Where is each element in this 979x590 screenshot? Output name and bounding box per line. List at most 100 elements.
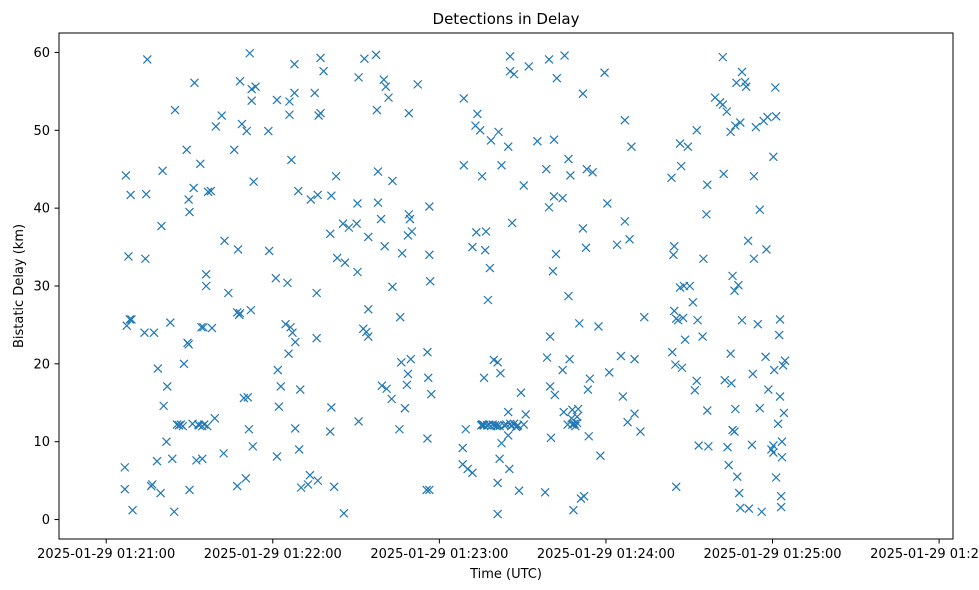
data-point [569,419,579,429]
data-point [503,431,513,440]
data-point [207,323,217,333]
data-point [722,107,732,117]
data-point [541,164,551,174]
data-point [719,169,729,179]
data-point [698,254,708,264]
data-point [594,322,603,331]
data-point [630,409,639,419]
data-point [667,173,676,183]
data-point [195,159,205,169]
data-point [780,356,790,366]
x-axis-ticks: 2025-01-29 01:21:00 2025-01-29 01:22:00 20… [37,539,979,562]
data-point [778,360,788,370]
data-point [120,462,130,472]
data-point [182,145,192,155]
data-point [763,385,773,394]
data-point [718,52,728,62]
data-point [755,403,765,413]
data-point [471,227,481,237]
data-point [264,246,274,256]
data-point [233,244,243,254]
data-point [749,254,759,264]
data-point [120,484,130,494]
data-point [542,353,552,363]
data-point [524,62,534,71]
data-point [140,254,150,264]
data-point [326,403,336,412]
data-point [286,322,295,332]
data-point [223,288,233,298]
data-point [305,470,315,480]
data-point [157,221,166,231]
data-point [573,404,583,414]
data-point [220,236,229,246]
data-point [458,443,468,453]
chart-title: Detections in Delay [433,10,580,28]
x-tick-label: 2025-01-29 01:26:00 [870,547,979,562]
data-point [404,108,414,118]
data-point [572,412,582,422]
data-point [741,82,751,92]
data-point [461,424,471,434]
data-point [532,136,542,146]
data-point [581,243,591,253]
data-point [459,160,469,170]
data-point [271,273,281,283]
data-point [424,202,434,212]
data-point [206,186,216,196]
data-point [479,373,489,383]
data-point [755,205,765,215]
data-point [748,369,758,379]
data-point [123,251,133,261]
data-point [354,72,363,82]
y-tick-label: 30 [33,280,50,295]
data-point [770,83,780,92]
data-point [381,82,391,92]
data-point [313,476,323,486]
data-point [505,51,515,61]
data-point [493,420,503,430]
data-point [779,408,789,418]
data-point [544,55,554,64]
data-point [363,332,373,342]
data-point [560,51,570,60]
data-point [735,118,745,127]
data-point [723,442,732,452]
data-point [572,418,582,428]
data-point [776,491,786,501]
data-point [312,288,322,298]
data-point [394,424,404,434]
data-point [353,267,362,277]
data-point [422,485,432,495]
data-point [727,378,736,388]
data-point [293,186,303,196]
data-point [775,392,785,401]
data-point [229,145,239,155]
data-point [178,421,188,431]
data-point [775,315,785,324]
data-point [776,502,786,512]
data-point [519,181,529,191]
data-point [290,88,299,98]
data-point [612,240,622,250]
x-tick-label: 2025-01-29 01:24:00 [537,547,675,562]
data-point [503,142,513,152]
data-point [582,164,592,174]
data-point [514,486,524,496]
data-point [201,281,211,291]
data-point [690,385,700,395]
data-point [630,354,639,364]
data-point [726,127,736,137]
data-point [734,488,744,498]
data-point [251,82,260,92]
data-point [771,473,781,482]
data-point [313,190,323,200]
data-point [544,202,554,212]
data-point [396,357,406,367]
data-point [413,79,423,89]
data-point [485,263,495,273]
data-point [286,155,296,165]
data-point [290,337,300,347]
data-point [675,139,685,148]
x-tick-label: 2025-01-29 01:22:00 [204,547,342,562]
